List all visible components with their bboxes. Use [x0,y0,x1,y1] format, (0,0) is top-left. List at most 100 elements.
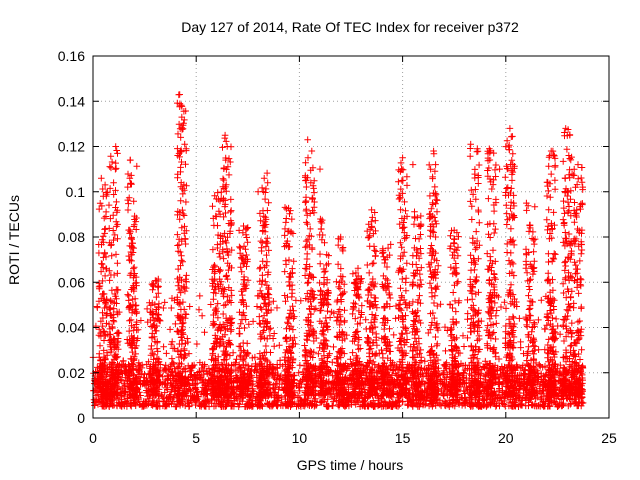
data-point [174,231,181,238]
data-point [216,253,224,261]
data-point [124,170,132,178]
data-point [137,317,145,324]
data-point [256,265,263,272]
data-point [258,244,265,251]
data-point [198,312,206,320]
data-point [282,334,289,342]
data-point [273,364,281,372]
data-point [113,286,120,293]
data-point [281,204,289,211]
data-point [227,208,234,216]
data-point [99,291,106,298]
data-point [535,346,542,353]
data-point [217,266,224,274]
data-point [302,265,309,272]
data-point [172,320,179,328]
data-point [330,343,337,351]
data-point [276,342,283,349]
data-point [287,273,294,281]
data-point [284,319,291,326]
data-point [107,164,115,172]
data-point [281,268,288,275]
data-point [281,353,289,361]
data-point [358,302,366,309]
data-point [227,196,235,203]
data-point [127,316,135,324]
data-point [239,339,247,347]
data-point [320,327,327,334]
data-point [193,340,201,348]
data-point [108,252,115,260]
data-point [282,219,290,226]
data-point [112,165,120,172]
data-point [249,318,257,325]
data-point [107,304,114,312]
data-point [241,324,248,332]
data-point [99,233,107,240]
data-point [302,197,310,205]
data-point [317,225,325,233]
data-point [114,150,121,157]
data-point [421,357,429,365]
data-point [516,315,523,322]
data-point [125,292,132,300]
data-point [237,244,244,252]
data-point [92,322,100,330]
data-point [237,320,244,327]
data-point [517,344,524,351]
data-point [493,320,500,327]
data-point [223,272,230,279]
data-point [329,359,336,366]
data-point [264,234,271,242]
data-point [296,362,304,369]
data-point [260,174,268,182]
data-point [186,303,193,310]
data-point [213,308,220,315]
grid-lines [93,56,609,418]
data-point [163,350,170,357]
data-point [125,226,132,234]
data-point [349,349,356,356]
data-point [112,251,120,258]
data-point [270,298,277,305]
data-point [107,271,115,279]
data-point [316,279,323,287]
data-point [541,325,549,333]
data-point [290,258,297,265]
data-point [114,259,121,267]
data-point [261,195,269,203]
data-point [333,317,340,325]
data-point [316,260,324,268]
data-point [468,296,476,303]
data-point [201,329,208,336]
data-point [161,299,168,306]
data-point [303,250,311,258]
data-point [220,302,228,309]
data-point [222,138,230,145]
data-point [225,155,233,162]
data-point [132,301,140,309]
data-point [556,331,564,338]
data-point [390,331,397,339]
data-point [215,250,223,257]
data-point [236,351,244,359]
data-point [214,241,221,248]
data-point [285,256,293,264]
data-point [364,261,371,269]
data-point [258,184,266,192]
data-point [330,398,337,405]
data-point [392,315,399,322]
data-point [220,255,227,262]
data-point [497,303,505,311]
data-point [114,270,121,277]
data-point [336,285,344,292]
data-point [219,144,226,151]
data-point [264,179,271,187]
data-point [495,293,502,301]
data-point [501,298,508,306]
data-point [168,304,175,312]
data-point [102,189,110,196]
data-point [113,198,120,206]
data-point [460,343,468,350]
